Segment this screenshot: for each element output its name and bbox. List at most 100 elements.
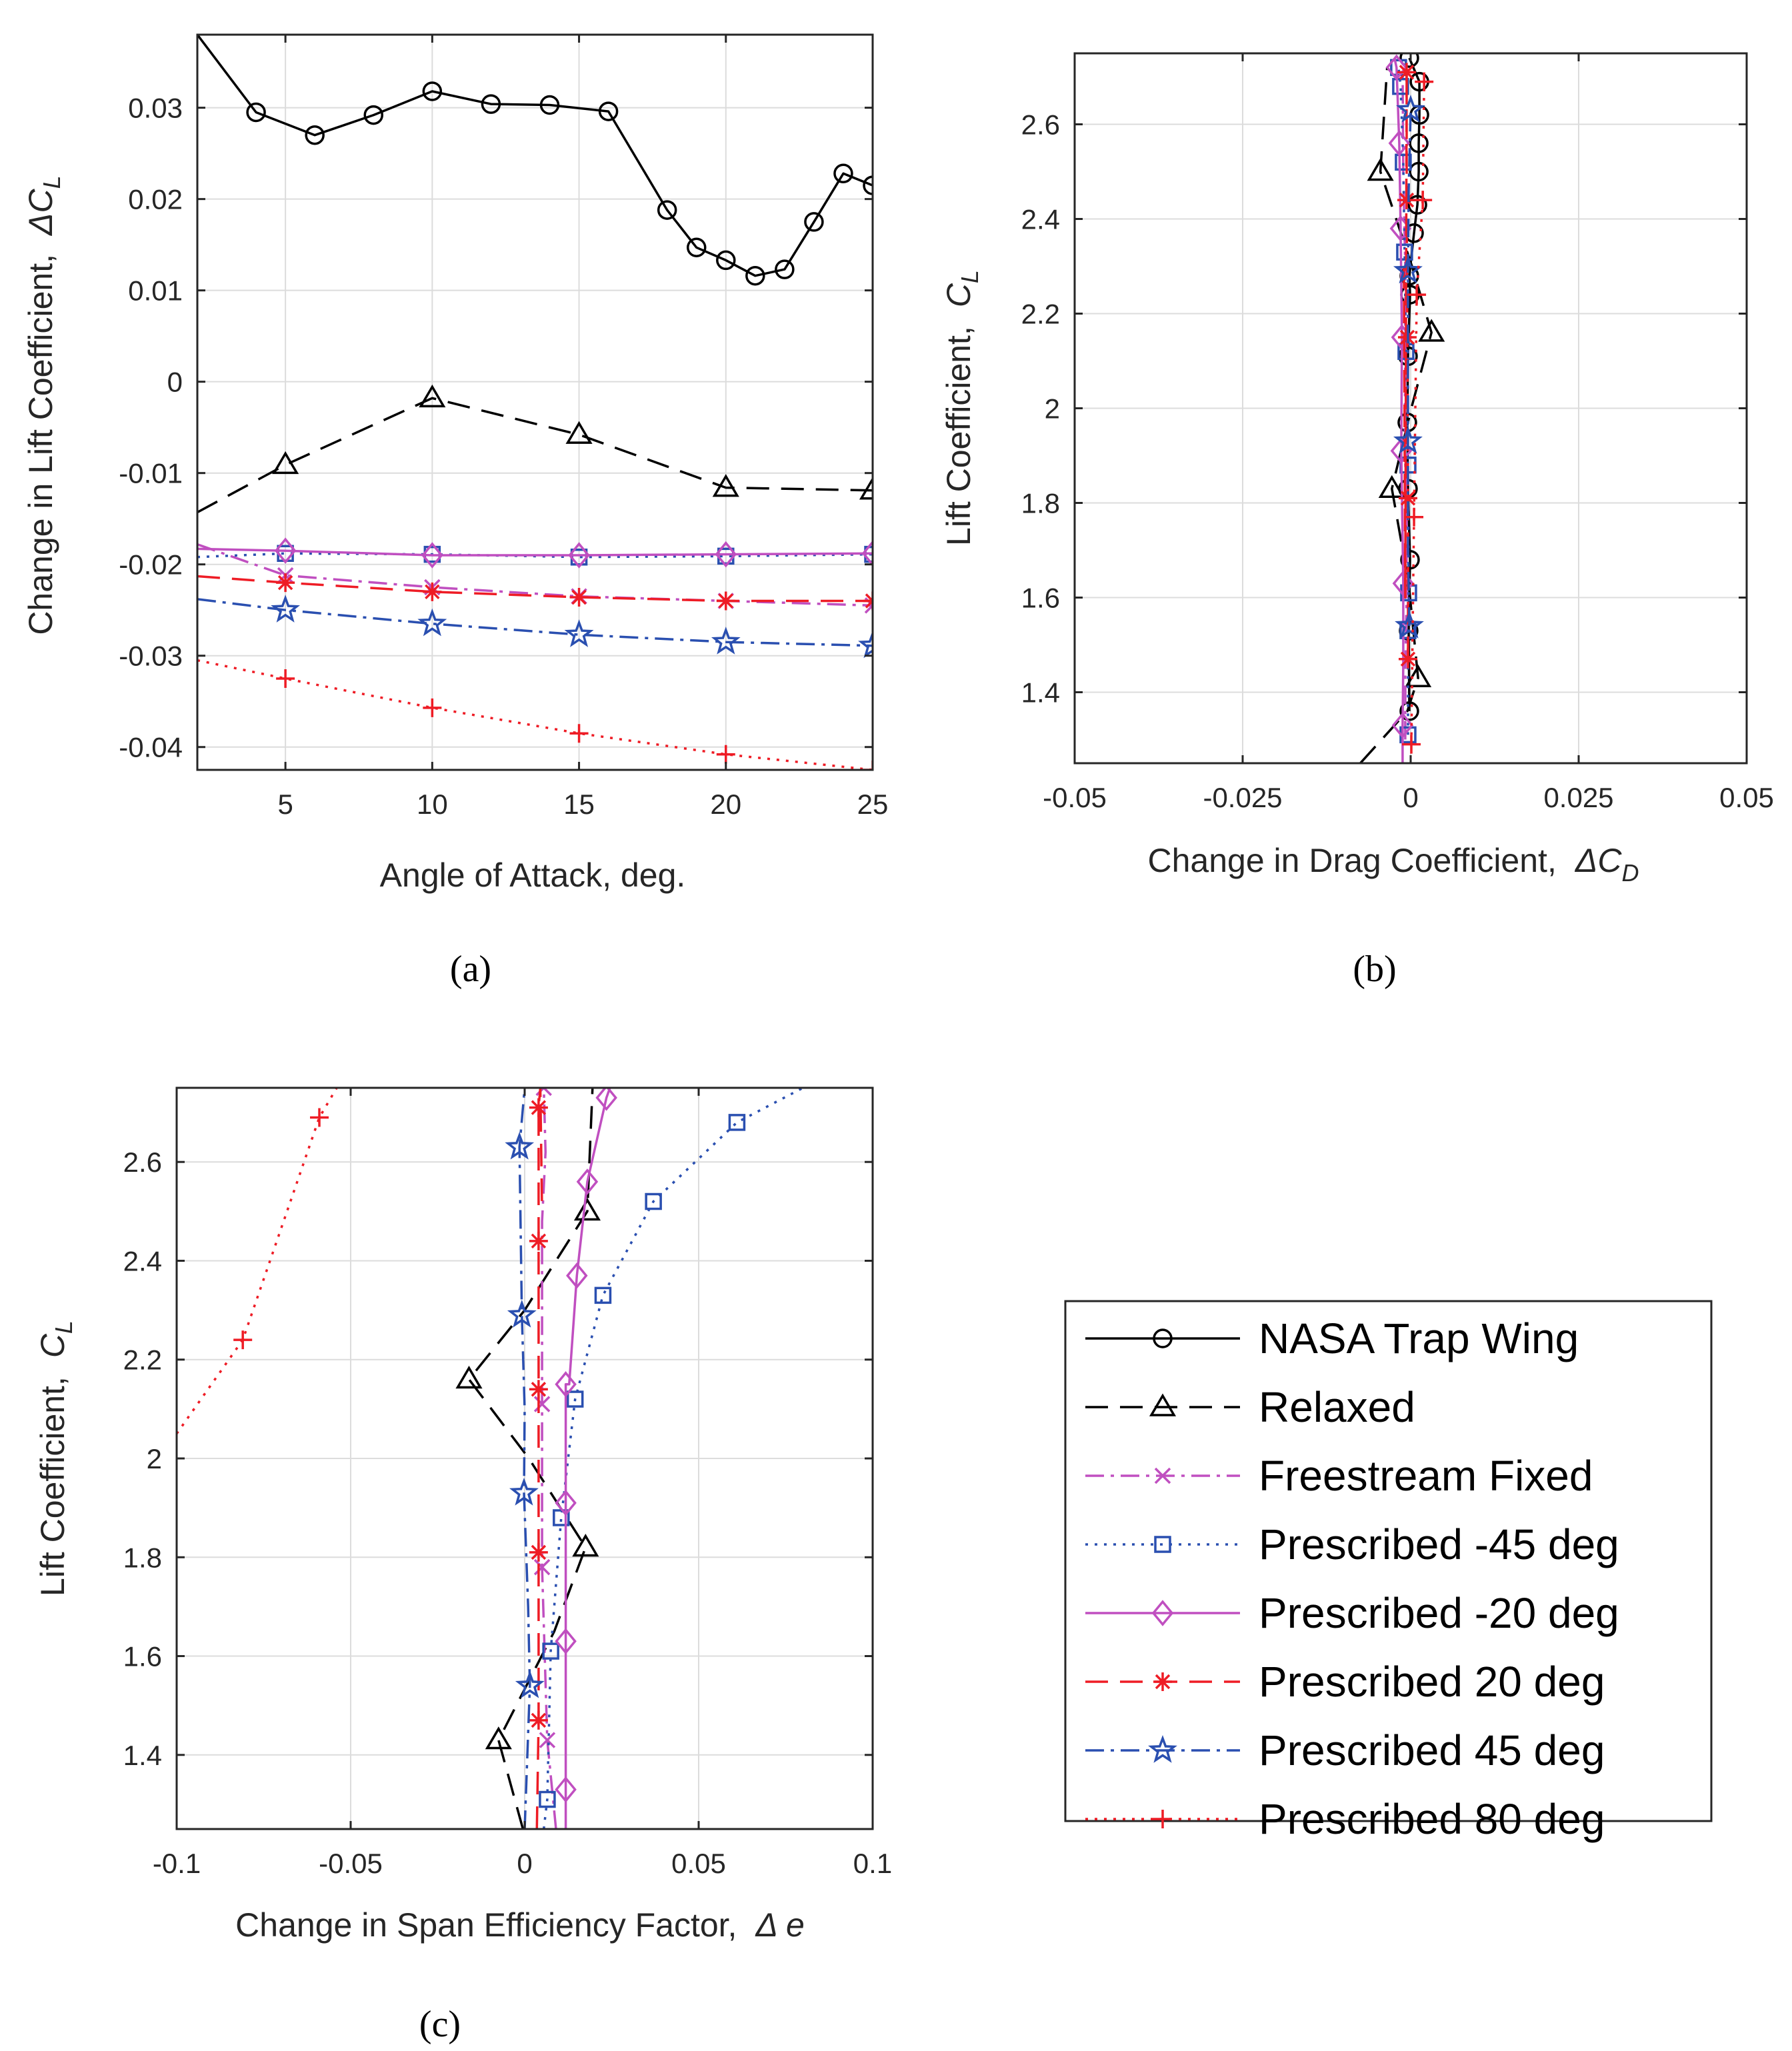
- panel-b-marker-pp20: [1397, 191, 1416, 210]
- panel-a-xlabel: Angle of Attack, deg.: [380, 857, 686, 894]
- legend-entry-trap: NASA Trap Wing: [1085, 1314, 1579, 1362]
- panel-b-xtick-label: -0.025: [1203, 782, 1282, 813]
- panel-a-marker-pp45: [417, 608, 447, 637]
- panel-a-ylabel-group: Change in Lift Coefficient, ΔCL: [22, 175, 65, 635]
- panel-c-line-pm20: [564, 1088, 611, 1829]
- panel-c-marker-pm20: [555, 1489, 577, 1516]
- panel-b-xtick-label: -0.05: [1043, 782, 1107, 813]
- panel-b-marker-trap: [1400, 549, 1420, 570]
- panel-c-ytick-label: 2.2: [123, 1344, 162, 1376]
- panel-a-marker-trap: [305, 125, 325, 145]
- panel-a-line-free: [197, 543, 873, 607]
- panel-c-marker-pm20: [555, 1776, 577, 1803]
- panel-a-marker-pm20: [568, 542, 590, 569]
- panel-c-lift-vs-span-efficiency: -0.1 -0.05 0 0.05 0.1 1.4 1.6 1.8 2 2.2 2.4 2.6 Cha…: [34, 1086, 892, 1944]
- panel-c-ytick-label: 2.4: [123, 1245, 162, 1276]
- panel-c-marker-pp45: [505, 1131, 535, 1160]
- panel-c-marker-pm45: [542, 1642, 559, 1660]
- panel-b-marker-pp45: [1396, 95, 1425, 123]
- panel-c-line-pp80: [177, 1088, 338, 1434]
- panel-b-marker-pp80: [1413, 191, 1433, 210]
- panel-a-marker-trap: [686, 237, 707, 258]
- panel-b-marker-trap: [1407, 195, 1427, 215]
- panel-b-ylabel-sub: L: [956, 270, 983, 283]
- panel-a-marker-pp45: [564, 619, 594, 647]
- panel-c-ylabel-symbol: C: [34, 1333, 71, 1358]
- panel-c-marker-pm45: [566, 1390, 584, 1408]
- panel-b-ytick-label: 1.4: [1021, 677, 1060, 709]
- panel-a-marker-trap: [716, 250, 736, 271]
- panel-a-ytick-label: 0: [167, 367, 183, 398]
- panel-c-ylabel-text: Lift Coefficient,: [34, 1376, 71, 1596]
- panel-c-xlabel-text: Change in Span Efficiency Factor,: [235, 1906, 737, 1944]
- legend-box: [1064, 1300, 1713, 1822]
- panel-c-marker-pm20: [566, 1262, 588, 1289]
- panel-b-ytick-label: 2.4: [1021, 204, 1060, 235]
- panel-a-line-relaxed: [197, 397, 873, 514]
- panel-b-marker-pp80: [1415, 72, 1434, 91]
- panel-a-lift-vs-aoa: 5 10 15 20 25 -0.04 -0.03 -0.02 -0.01 0 0.01 0.02 0.…: [22, 33, 888, 894]
- panel-b-xlabel: Change in Drag Coefficient, ΔCD: [1148, 842, 1639, 887]
- panel-c-ticks: -0.1 -0.05 0 0.05 0.1 1.4 1.6 1.8 2 2.2 2.4 2.6: [123, 1088, 892, 1879]
- panel-a-ylabel-sub: L: [38, 175, 65, 189]
- panel-a-ytick-label: -0.04: [119, 732, 183, 763]
- panel-c-ytick-label: 1.4: [123, 1740, 162, 1771]
- legend-marker-relaxed: [1149, 1393, 1177, 1416]
- legend-marker-pp20: [1153, 1672, 1172, 1691]
- panel-b-marker-pm20: [1385, 54, 1408, 81]
- panel-c-marker-free: [533, 1558, 551, 1576]
- legend-label-free: Freestream Fixed: [1259, 1452, 1593, 1500]
- panel-b-marker-pm20: [1391, 712, 1414, 739]
- panel-b-ytick-label: 2: [1045, 393, 1060, 425]
- panel-b-line-pp45: [1407, 110, 1412, 627]
- panel-c-marker-pm45: [539, 1790, 556, 1808]
- panel-c-marker-pm20: [595, 1088, 617, 1111]
- panel-a-xtick-label: 5: [277, 789, 293, 820]
- panel-c-marker-relaxed: [485, 1726, 512, 1750]
- panel-b-line-pm45: [1397, 67, 1410, 735]
- panel-a-marker-pp80: [423, 698, 442, 717]
- panel-a-marker-pm20: [861, 540, 873, 567]
- legend-entry-relaxed: Relaxed: [1085, 1383, 1415, 1431]
- legend-label-pp80: Prescribed 80 deg: [1259, 1795, 1605, 1843]
- panel-c-line-relaxed: [467, 1088, 594, 1829]
- panel-c-marker-free: [539, 1732, 556, 1748]
- panel-b-marker-relaxed: [1378, 475, 1405, 498]
- panel-c-ylabel-sub: L: [50, 1320, 77, 1334]
- panel-a-marker-pp20: [276, 573, 295, 593]
- legend-label-pp20: Prescribed 20 deg: [1259, 1658, 1605, 1706]
- panel-a-ticks: 5 10 15 20 25 -0.04 -0.03 -0.02 -0.01 0 0.01 0.02 0.…: [119, 35, 888, 820]
- panel-a-marker-relaxed: [272, 451, 299, 475]
- panel-b-marker-pp80: [1407, 285, 1427, 305]
- panel-a-marker-trap: [804, 212, 824, 232]
- panel-a-xtick-label: 10: [417, 789, 448, 820]
- panel-b-series-group: [1359, 53, 1445, 763]
- legend-marker-pm20: [1151, 1600, 1174, 1626]
- panel-a-line-pp80: [197, 659, 873, 770]
- legend-entry-free: Freestream Fixed: [1085, 1452, 1593, 1500]
- caption-a: (a): [450, 949, 491, 990]
- panel-b-marker-pm45: [1395, 153, 1412, 171]
- panel-b-marker-pp20: [1398, 649, 1417, 669]
- panel-c-marker-pp20: [529, 1542, 548, 1562]
- legend-entry-pp20: Prescribed 20 deg: [1085, 1658, 1605, 1706]
- panel-c-marker-pm20: [555, 1371, 577, 1398]
- legend-label-pm45: Prescribed -45 deg: [1259, 1520, 1619, 1568]
- panel-a-marker-trap: [539, 95, 560, 115]
- panel-a-marker-trap: [246, 102, 266, 123]
- panel-c-marker-pp20: [529, 1098, 548, 1117]
- panel-c-marker-relaxed: [455, 1365, 483, 1389]
- panel-b-marker-pp20: [1397, 63, 1416, 82]
- panel-c-marker-pm45: [594, 1286, 612, 1304]
- panel-a-marker-pp80: [716, 745, 735, 764]
- panel-c-marker-pp80: [310, 1108, 329, 1127]
- caption-b: (b): [1353, 949, 1396, 990]
- legend-marker-pp45: [1148, 1734, 1177, 1763]
- panel-a-marker-trap: [745, 265, 765, 286]
- panel-b-marker-relaxed: [1367, 158, 1394, 181]
- panel-a-ylabel: Change in Lift Coefficient, ΔCL: [22, 175, 65, 635]
- panel-c-ytick-label: 2.6: [123, 1146, 162, 1178]
- panel-c-xtick-label: 0.1: [853, 1848, 892, 1879]
- panel-c-xtick-label: -0.05: [319, 1848, 383, 1879]
- panel-b-ylabel-group: Lift Coefficient, CL: [940, 270, 983, 546]
